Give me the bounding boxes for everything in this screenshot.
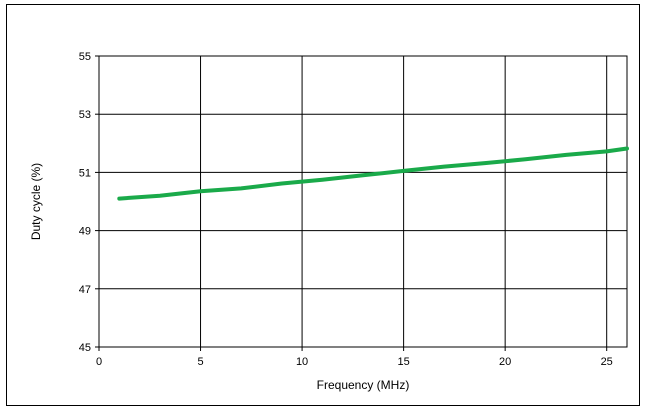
y-tick-label: 47: [79, 284, 91, 296]
y-tick-label: 55: [79, 51, 91, 63]
x-tick-label: 5: [197, 356, 203, 368]
x-tick-label: 10: [296, 356, 308, 368]
x-tick-label: 25: [601, 356, 613, 368]
x-axis-label: Frequency (MHz): [317, 378, 410, 392]
y-tick-label: 49: [79, 226, 91, 238]
plot-area-border: [98, 55, 628, 348]
y-tick-label: 51: [79, 167, 91, 179]
x-tick-label: 0: [96, 356, 102, 368]
grid-lines: [99, 56, 627, 347]
y-tick-label: 45: [79, 342, 91, 354]
chart-frame: [6, 4, 640, 406]
series-line: [117, 146, 629, 201]
y-axis-label: Duty cycle (%): [29, 163, 43, 240]
x-tick-labels: 0 5 10 15 20 25: [96, 347, 613, 368]
x-tick-label: 15: [397, 356, 409, 368]
x-tick-label: 20: [499, 356, 511, 368]
y-tick-label: 53: [79, 109, 91, 121]
y-tick-labels: 45 47 49 51 53 55: [79, 51, 99, 354]
series-group: [117, 146, 629, 201]
